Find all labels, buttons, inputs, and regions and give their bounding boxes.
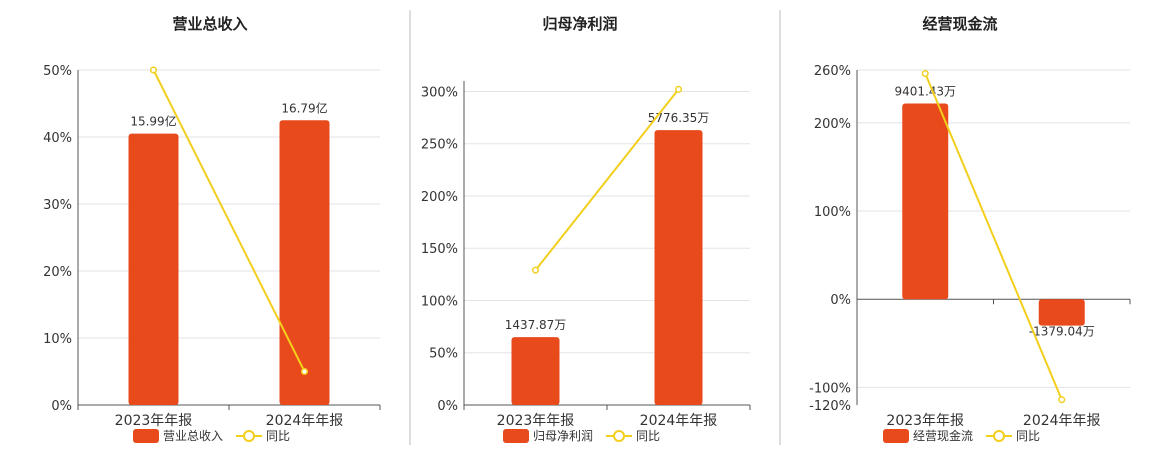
y-tick-label: -120% <box>809 399 851 414</box>
legend: 经营现金流 同比 <box>883 428 1040 443</box>
y-tick-label: 0% <box>51 399 72 414</box>
y-tick-label: -100% <box>809 381 851 396</box>
y-tick-label: 260% <box>814 64 851 79</box>
bar <box>128 133 179 405</box>
legend-line-label: 同比 <box>636 429 660 443</box>
legend-line-marker <box>993 430 1005 442</box>
legend: 营业总收入 同比 <box>133 429 290 443</box>
bar-data-label: 15.99亿 <box>130 114 176 129</box>
y-tick-label: 200% <box>421 190 458 205</box>
yoy-point <box>149 66 158 74</box>
legend-line-label: 同比 <box>1016 429 1040 443</box>
y-tick-label: 30% <box>43 198 72 213</box>
bar-data-label: 9401.43万 <box>894 85 956 99</box>
legend-line-marker <box>243 430 255 442</box>
bar <box>511 337 560 405</box>
y-tick-label: 0% <box>830 293 851 308</box>
y-tick-label: 0% <box>437 399 458 414</box>
x-tick-label: 2024年年报 <box>1023 413 1101 429</box>
bar-data-label: 16.79亿 <box>281 100 327 115</box>
y-tick-label: 50% <box>429 347 458 362</box>
y-tick-label: 150% <box>421 242 458 257</box>
bar <box>654 130 703 406</box>
x-tick-label: 2023年年报 <box>497 413 575 429</box>
x-tick-label: 2023年年报 <box>115 413 193 429</box>
legend-line-marker <box>613 430 625 442</box>
yoy-point <box>921 69 929 78</box>
x-tick-label: 2023年年报 <box>886 413 964 429</box>
legend-line-label: 同比 <box>266 429 290 443</box>
bar-data-label: 1437.87万 <box>505 318 567 332</box>
y-tick-label: 20% <box>43 265 72 280</box>
yoy-line <box>924 73 1063 401</box>
bar <box>1038 299 1085 326</box>
chart-title: 经营现金流 <box>922 15 997 33</box>
yoy-point <box>300 367 309 376</box>
chart-panel-3: 经营现金流 -120% -100% 0% 100% 200% 260% 2023年年报 2024… <box>809 15 1131 443</box>
yoy-point <box>531 266 540 274</box>
bar <box>279 120 330 405</box>
y-tick-label: 40% <box>43 131 72 146</box>
x-tick-label: 2024年年报 <box>266 413 344 429</box>
legend-bar-label: 归母净利润 <box>533 429 593 443</box>
bar-data-label: 5776.35万 <box>648 111 710 125</box>
yoy-point <box>1058 396 1066 404</box>
legend-bar-label: 经营现金流 <box>913 428 973 443</box>
chart-panel-1: 营业总收入 0% 10% 20% 30% 40% 50% 2023年年报 2024年年报 15.9… <box>43 15 381 443</box>
y-tick-label: 250% <box>421 138 458 153</box>
yoy-line <box>152 69 306 372</box>
y-tick-label: 200% <box>814 117 851 132</box>
y-tick-label: 100% <box>814 205 851 220</box>
legend-bar-swatch <box>883 429 909 443</box>
legend-bar-swatch <box>133 429 159 443</box>
chart-panel-2: 归母净利润 0% 50% 100% 150% 200% 250% 300% 2023年年报 202… <box>421 15 751 443</box>
y-tick-label: 300% <box>421 85 458 100</box>
legend: 归母净利润 同比 <box>503 429 660 443</box>
bar <box>902 103 949 300</box>
y-tick-label: 100% <box>421 294 458 309</box>
chart-title: 归母净利润 <box>542 15 617 33</box>
x-tick-label: 2024年年报 <box>640 413 718 429</box>
legend-bar-label: 营业总收入 <box>163 429 223 443</box>
legend-bar-swatch <box>503 429 529 443</box>
yoy-line <box>534 88 680 271</box>
y-tick-label: 10% <box>43 332 72 347</box>
yoy-point <box>674 85 683 93</box>
chart-title: 营业总收入 <box>172 15 247 33</box>
y-tick-label: 50% <box>43 64 72 79</box>
bar-data-label: -1379.04万 <box>1029 325 1095 339</box>
